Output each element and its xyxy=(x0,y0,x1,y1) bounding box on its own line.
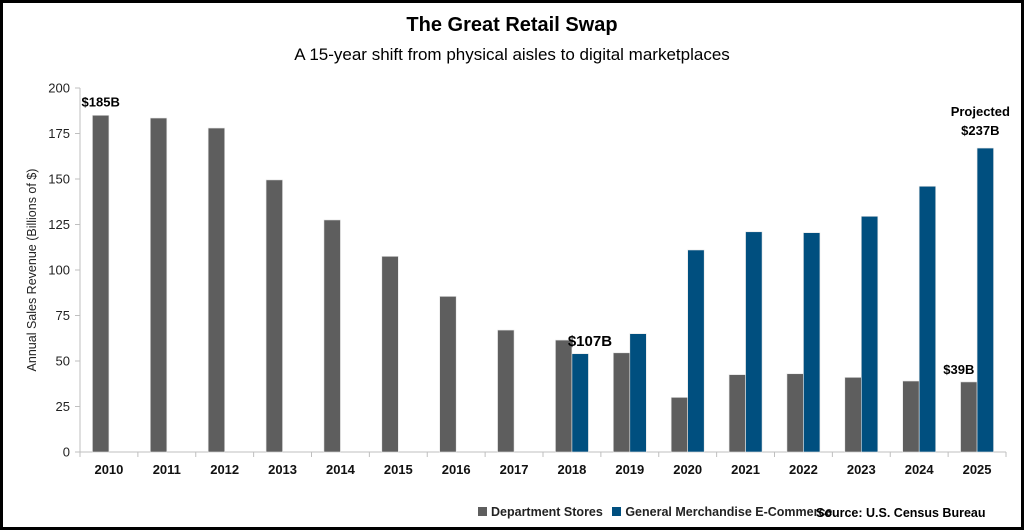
axes: 0 25 50 75 100 125 150 175 200 xyxy=(48,81,1007,460)
x-tick-label: 2022 xyxy=(789,462,818,477)
bar-ecommerce xyxy=(571,353,589,453)
legend-item-department-stores: Department Stores xyxy=(478,505,606,519)
bar-department-stores xyxy=(786,373,804,453)
bars xyxy=(92,115,994,453)
annotation-label: $39B xyxy=(943,362,974,377)
y-tick-label: 75 xyxy=(56,308,70,323)
bar-department-stores xyxy=(381,256,399,453)
x-tick-label: 2023 xyxy=(847,462,876,477)
y-tick-label: 125 xyxy=(48,217,70,232)
y-tick-label: 100 xyxy=(48,263,70,278)
y-tick-label: 175 xyxy=(48,126,70,141)
chart-subtitle: A 15-year shift from physical aisles to … xyxy=(294,45,730,64)
x-tick-label: 2016 xyxy=(442,462,471,477)
bar-ecommerce xyxy=(976,147,994,453)
x-tick-label: 2019 xyxy=(615,462,644,477)
legend-swatch-department-stores xyxy=(478,507,487,516)
y-axis-label: Annual Sales Revenue (Billions of $) xyxy=(25,169,39,372)
chart-title: The Great Retail Swap xyxy=(406,14,618,36)
x-tick-label: 2015 xyxy=(384,462,413,477)
bar-department-stores xyxy=(497,329,515,453)
bar-department-stores xyxy=(613,352,631,453)
y-tick-label: 50 xyxy=(56,354,70,369)
source-note: Source: U.S. Census Bureau xyxy=(816,506,986,520)
x-tick-label: 2025 xyxy=(963,462,992,477)
bar-department-stores xyxy=(902,380,920,453)
y-tick-label: 25 xyxy=(56,399,70,414)
bar-department-stores xyxy=(844,377,862,453)
x-tick-label: 2021 xyxy=(731,462,760,477)
bar-ecommerce xyxy=(861,216,879,453)
bar-ecommerce xyxy=(918,185,936,453)
y-tick-label: 0 xyxy=(63,445,70,460)
y-tick-label: 150 xyxy=(48,172,70,187)
annotation-label: $107B xyxy=(568,333,612,350)
legend-label: General Merchandise E-Commerce xyxy=(625,505,833,519)
x-tick-label: 2018 xyxy=(557,462,586,477)
x-tick-label: 2010 xyxy=(94,462,123,477)
bar-department-stores xyxy=(670,397,688,453)
bar-department-stores xyxy=(439,296,457,453)
x-tick-label: 2011 xyxy=(153,462,181,477)
x-tick-label: 2014 xyxy=(326,462,356,477)
legend: Department Stores General Merchandise E-… xyxy=(478,505,838,519)
x-tick-label: 2020 xyxy=(673,462,702,477)
bar-ecommerce xyxy=(803,232,821,453)
bar-department-stores xyxy=(207,127,225,453)
legend-item-ecommerce: General Merchandise E-Commerce xyxy=(612,505,832,519)
annotation-label: $185B xyxy=(82,94,120,109)
x-tick-label: 2017 xyxy=(500,462,529,477)
y-tick-label: 200 xyxy=(48,81,70,96)
bar-department-stores xyxy=(555,339,573,453)
annotation-label: Projected xyxy=(951,104,1010,119)
bar-department-stores xyxy=(92,115,110,453)
bar-ecommerce xyxy=(629,333,647,453)
bar-department-stores xyxy=(323,219,341,453)
annotation-label: $237B xyxy=(961,123,999,138)
x-tick-label: 2012 xyxy=(210,462,239,477)
x-tick-label: 2024 xyxy=(905,462,935,477)
bar-department-stores xyxy=(265,179,283,453)
bar-ecommerce xyxy=(687,249,705,453)
bar-ecommerce xyxy=(745,231,763,453)
labels: 2010 2011 2012 2013 2014 2015 2016 2017 2018 2019… xyxy=(82,94,1010,477)
bar-department-stores xyxy=(728,374,746,453)
legend-label: Department Stores xyxy=(491,505,603,519)
x-tick-label: 2013 xyxy=(268,462,297,477)
bar-department-stores xyxy=(960,381,978,453)
legend-swatch-ecommerce xyxy=(612,507,622,516)
bar-department-stores xyxy=(150,117,168,453)
